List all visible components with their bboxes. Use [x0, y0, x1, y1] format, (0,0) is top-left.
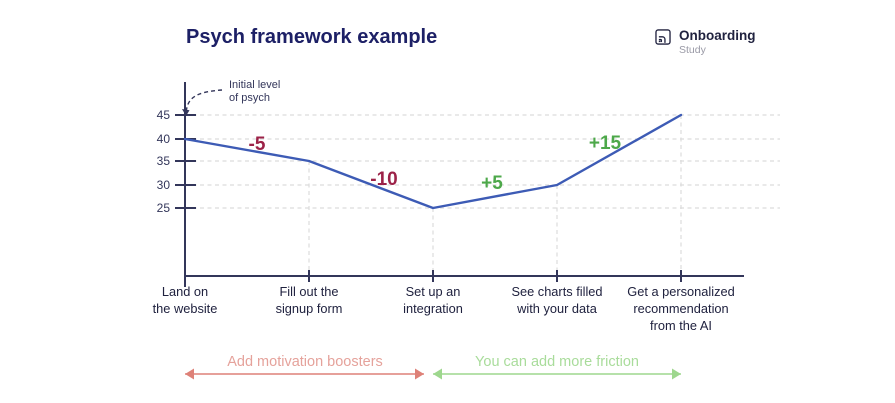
svg-text:+5: +5 [481, 173, 503, 194]
svg-text:45: 45 [157, 108, 171, 122]
svg-text:the website: the website [153, 301, 218, 316]
svg-text:from the AI: from the AI [650, 318, 712, 333]
svg-text:signup form: signup form [276, 301, 343, 316]
svg-text:+15: +15 [589, 133, 622, 154]
svg-text:See charts filled: See charts filled [511, 284, 602, 299]
svg-text:You can add more friction: You can add more friction [475, 354, 639, 370]
svg-text:of psych: of psych [229, 92, 270, 104]
svg-text:Set up an: Set up an [406, 284, 461, 299]
svg-text:with your data: with your data [516, 301, 598, 316]
svg-text:Land on: Land on [162, 284, 208, 299]
svg-text:Initial level: Initial level [229, 79, 280, 91]
svg-text:-10: -10 [370, 169, 397, 190]
svg-text:40: 40 [157, 132, 171, 146]
svg-text:integration: integration [403, 301, 463, 316]
svg-text:Get a personalized: Get a personalized [627, 284, 734, 299]
svg-text:Add motivation boosters: Add motivation boosters [227, 354, 383, 370]
svg-text:35: 35 [157, 154, 171, 168]
svg-text:recommendation: recommendation [633, 301, 728, 316]
svg-text:Fill out the: Fill out the [279, 284, 338, 299]
svg-text:-5: -5 [249, 134, 266, 155]
svg-text:25: 25 [157, 201, 171, 215]
svg-text:30: 30 [157, 178, 171, 192]
